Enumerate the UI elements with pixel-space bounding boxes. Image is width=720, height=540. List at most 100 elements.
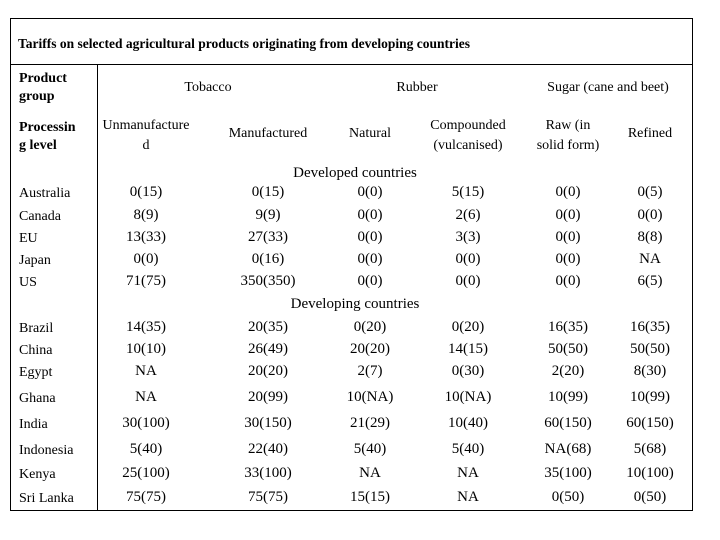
- tariff-value: NA: [135, 389, 157, 405]
- tariff-value: 75(75): [126, 489, 166, 505]
- subhead-label: Raw (in: [545, 118, 591, 133]
- tariff-value: 9(9): [255, 207, 281, 223]
- tariff-value: 60(150): [626, 415, 674, 431]
- group-heading: Sugar (cane and beet): [547, 80, 669, 95]
- tariff-value: 14(15): [448, 341, 488, 357]
- tariff-value: 20(20): [248, 363, 288, 379]
- subhead-label: Unmanufacture: [102, 118, 190, 133]
- country-label: Canada: [19, 209, 61, 224]
- tariff-value: 20(99): [248, 389, 288, 405]
- tariff-value: 14(35): [126, 319, 166, 335]
- tariff-value: 0(15): [251, 184, 285, 200]
- tariff-value: 21(29): [350, 415, 390, 431]
- tariff-value: 22(40): [248, 441, 288, 457]
- product-group-label: group: [19, 89, 55, 104]
- country-label: Brazil: [19, 321, 54, 336]
- subhead-label: Natural: [349, 126, 391, 141]
- tariff-value: 0(0): [357, 207, 383, 223]
- tariff-value: NA: [457, 465, 479, 481]
- tariff-value: 5(40): [129, 441, 163, 457]
- tariff-value: 10(10): [126, 341, 166, 357]
- tariff-value: 50(50): [548, 341, 588, 357]
- table-title: Tariffs on selected agricultural product…: [18, 36, 470, 51]
- tariff-value: 30(100): [122, 415, 170, 431]
- country-label: China: [19, 343, 53, 358]
- country-label: Egypt: [19, 365, 53, 380]
- country-label: Sri Lanka: [19, 491, 74, 506]
- tariff-table: Tariffs on selected agricultural product…: [10, 18, 693, 511]
- tariff-value: 10(99): [548, 389, 588, 405]
- tariff-value: 0(0): [637, 207, 663, 223]
- tariff-value: 27(33): [248, 229, 288, 245]
- tariff-value: 0(5): [637, 184, 663, 200]
- tariff-value: NA: [457, 489, 479, 505]
- section-label: Developing countries: [290, 296, 420, 312]
- tariff-value: NA(68): [544, 441, 592, 457]
- country-label: Kenya: [19, 467, 56, 482]
- tariff-value: 0(0): [455, 251, 481, 267]
- tariff-value: 6(5): [637, 273, 663, 289]
- tariff-value: 2(7): [357, 363, 383, 379]
- subhead-label: (vulcanised): [433, 138, 503, 153]
- processing-level-label: g level: [19, 138, 57, 153]
- section-label: Developed countries: [293, 165, 417, 181]
- tariff-value: 20(20): [350, 341, 390, 357]
- group-heading: Rubber: [396, 80, 438, 95]
- subhead-label: Compounded: [430, 118, 506, 133]
- country-label: EU: [19, 231, 38, 246]
- subhead-label: solid form): [536, 138, 600, 153]
- tariff-value: 8(30): [633, 363, 667, 379]
- tariff-value: 8(8): [637, 229, 663, 245]
- tariff-value: 5(15): [451, 184, 485, 200]
- tariff-value: 30(150): [244, 415, 292, 431]
- tariff-value: 0(20): [451, 319, 485, 335]
- tariff-value: 60(150): [544, 415, 592, 431]
- tariff-value: 0(0): [555, 207, 581, 223]
- tariff-value: 2(6): [455, 207, 481, 223]
- tariff-value: 10(NA): [444, 389, 492, 405]
- tariff-value: 16(35): [548, 319, 588, 335]
- tariff-value: 15(15): [350, 489, 390, 505]
- tariff-value: 10(100): [626, 465, 674, 481]
- country-label: India: [19, 417, 48, 432]
- tariff-value: 0(50): [633, 489, 667, 505]
- tariff-value: 33(100): [244, 465, 292, 481]
- tariff-value: 0(0): [555, 273, 581, 289]
- tariff-value: 75(75): [248, 489, 288, 505]
- tariff-value: 0(0): [555, 229, 581, 245]
- tariff-value: 0(50): [551, 489, 585, 505]
- tariff-value: 2(20): [551, 363, 585, 379]
- tariff-value: 5(40): [353, 441, 387, 457]
- tariff-value: 0(0): [133, 251, 159, 267]
- tariff-value: 8(9): [133, 207, 159, 223]
- tariff-value: 3(3): [455, 229, 481, 245]
- title-row: Tariffs on selected agricultural product…: [11, 19, 692, 65]
- tariff-value: 13(33): [126, 229, 166, 245]
- tariff-value: 10(99): [630, 389, 670, 405]
- group-heading: Tobacco: [184, 80, 232, 95]
- tariff-value: 0(0): [357, 273, 383, 289]
- tariff-value: 10(NA): [346, 389, 394, 405]
- product-group-label: Product: [19, 71, 67, 86]
- tariff-value: 20(35): [248, 319, 288, 335]
- tariff-value: NA: [639, 251, 661, 267]
- tariff-value: 71(75): [126, 273, 166, 289]
- processing-level-label: Processin: [19, 120, 76, 135]
- tariff-value: 0(20): [353, 319, 387, 335]
- tariff-value: 0(0): [455, 273, 481, 289]
- tariff-value: 0(30): [451, 363, 485, 379]
- tariff-value: 0(0): [357, 229, 383, 245]
- subhead-label: d: [142, 138, 150, 153]
- tariff-value: 0(0): [357, 251, 383, 267]
- country-label: Ghana: [19, 391, 56, 406]
- tariff-value: 16(35): [630, 319, 670, 335]
- tariff-value: 0(16): [251, 251, 285, 267]
- tariff-value: NA: [135, 363, 157, 379]
- tariff-value: 350(350): [240, 273, 296, 289]
- tariff-value: 26(49): [248, 341, 288, 357]
- tariff-value: 35(100): [544, 465, 592, 481]
- subhead-label: Refined: [627, 126, 673, 141]
- tariff-value: 0(0): [357, 184, 383, 200]
- tariff-value: 0(0): [555, 184, 581, 200]
- country-label: US: [19, 275, 37, 290]
